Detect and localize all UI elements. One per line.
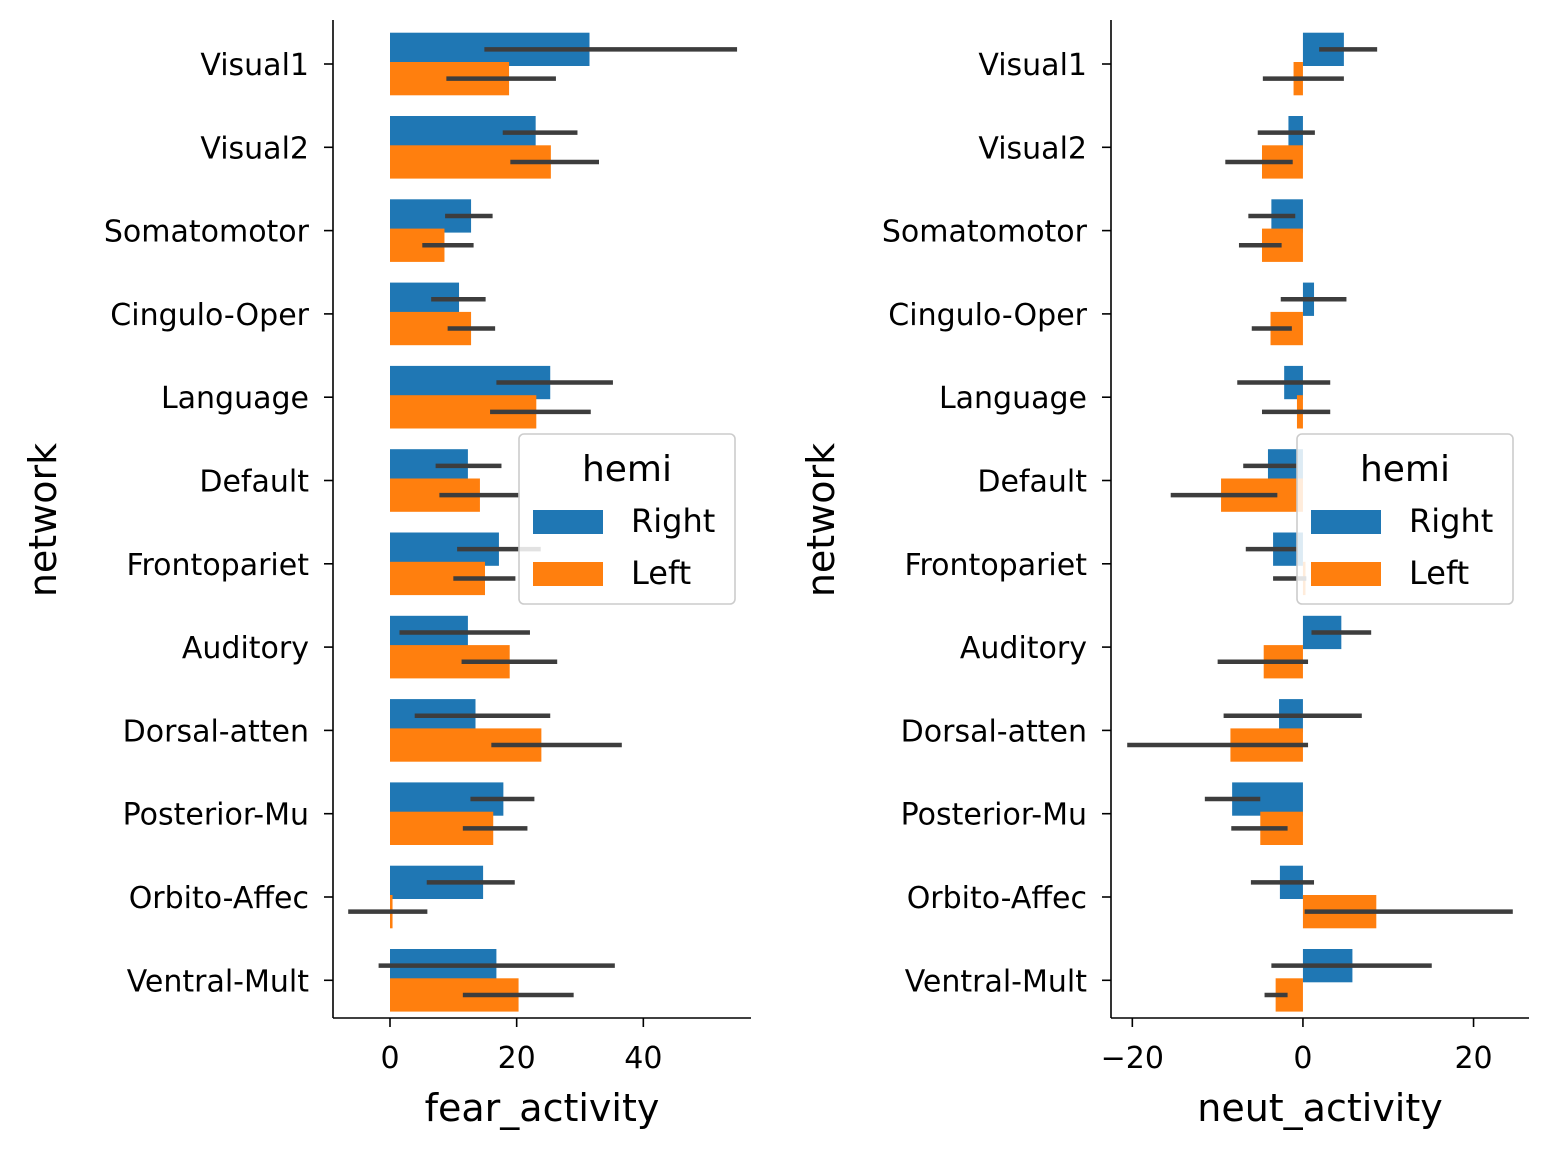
legend-swatch-right <box>1311 510 1381 534</box>
y-tick-label: Orbito-Affec <box>907 881 1087 916</box>
y-tick-label: Dorsal-atten <box>123 714 309 749</box>
legend-swatch-right <box>533 510 603 534</box>
y-tick-label: Visual1 <box>978 48 1087 83</box>
y-axis-label: network <box>21 443 65 597</box>
x-axis-label: neut_activity <box>1197 1086 1443 1130</box>
x-tick-label: −20 <box>1101 1041 1164 1076</box>
y-tick-label: Cingulo-Oper <box>888 298 1087 333</box>
y-tick-label: Cingulo-Oper <box>110 298 309 333</box>
y-tick-label: Visual1 <box>200 48 309 83</box>
x-tick-label: 20 <box>498 1041 536 1076</box>
y-axis-label: network <box>799 443 843 597</box>
legend-swatch-left <box>1311 562 1381 586</box>
chart-panel-2: Visual1 Visual2 Somatomotor Cingulo-Oper Lan… <box>799 20 1529 1130</box>
legend-title: hemi <box>1360 449 1450 490</box>
y-tick-label: Frontopariet <box>904 548 1087 583</box>
x-tick-label: 20 <box>1454 1041 1492 1076</box>
legend: hemi Right Left <box>518 433 736 605</box>
y-tick-label: Ventral-Mult <box>905 964 1088 999</box>
y-tick-label: Somatomotor <box>882 215 1088 250</box>
y-tick-label: Default <box>977 465 1087 500</box>
y-tick-label: Somatomotor <box>104 215 310 250</box>
y-tick-label: Auditory <box>182 631 309 666</box>
legend-label-right: Right <box>631 502 715 540</box>
x-tick-label: 40 <box>624 1041 662 1076</box>
legend-box <box>1296 433 1514 605</box>
legend-box <box>518 433 736 605</box>
y-tick-label: Orbito-Affec <box>129 881 309 916</box>
y-tick-label: Language <box>161 381 309 416</box>
x-tick-label: 0 <box>1293 1041 1312 1076</box>
x-axis-label: fear_activity <box>425 1086 660 1130</box>
y-tick-label: Posterior-Mu <box>901 798 1087 833</box>
y-tick-label: Frontopariet <box>126 548 309 583</box>
y-tick-label: Visual2 <box>978 131 1087 166</box>
y-tick-label: Ventral-Mult <box>127 964 310 999</box>
x-tick-label: 0 <box>380 1041 399 1076</box>
chart-panel-1: Visual1 Visual2 Somatomotor Cingulo-Oper Lan… <box>21 20 751 1130</box>
y-tick-label: Language <box>939 381 1087 416</box>
y-tick-label: Posterior-Mu <box>123 798 309 833</box>
legend: hemi Right Left <box>1296 433 1514 605</box>
legend-label-right: Right <box>1409 502 1493 540</box>
legend-swatch-left <box>533 562 603 586</box>
legend-label-left: Left <box>631 554 691 592</box>
y-tick-label: Auditory <box>960 631 1087 666</box>
y-tick-label: Default <box>199 465 309 500</box>
legend-label-left: Left <box>1409 554 1469 592</box>
legend-title: hemi <box>582 449 672 490</box>
y-tick-label: Dorsal-atten <box>901 714 1087 749</box>
y-tick-label: Visual2 <box>200 131 309 166</box>
